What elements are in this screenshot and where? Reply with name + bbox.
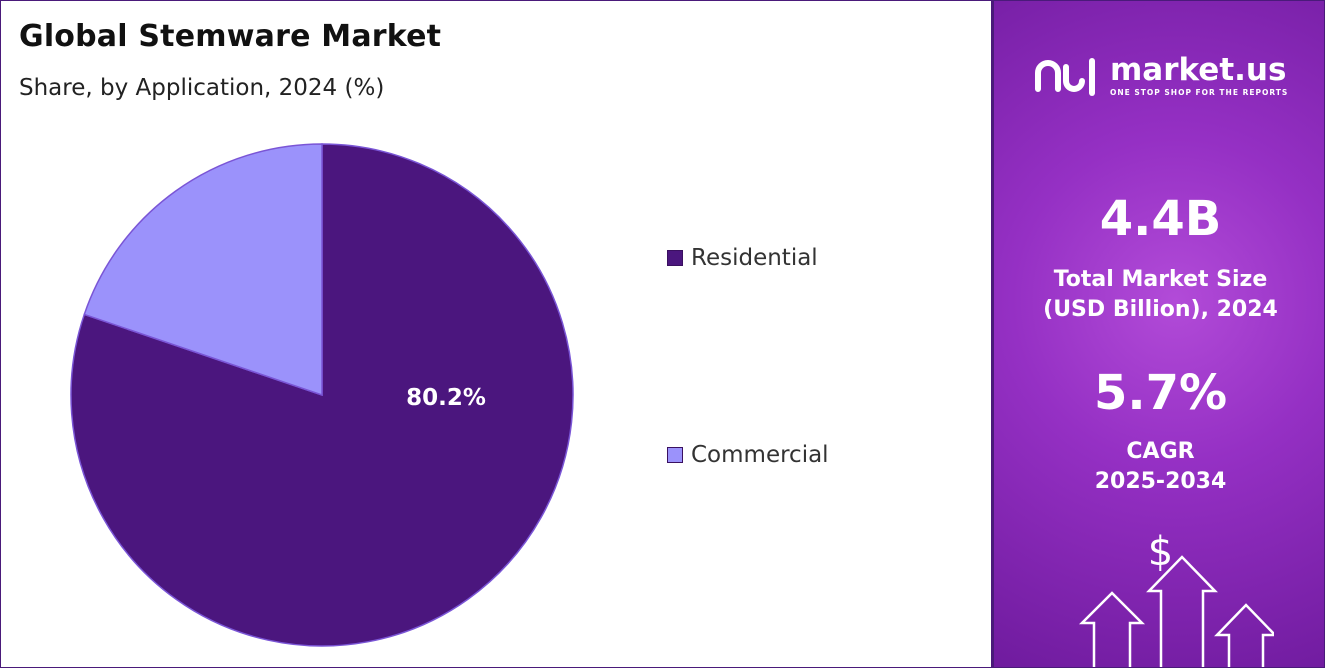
brand-name: market.us — [1110, 51, 1287, 88]
legend-swatch-residential — [667, 250, 683, 266]
cagr-value: 5.7% — [1093, 365, 1228, 421]
chart-title: Global Stemware Market — [19, 19, 442, 54]
brand-tagline: ONE STOP SHOP FOR THE REPORTS — [1110, 87, 1289, 97]
pie-label-residential: 80.2% — [406, 385, 486, 411]
market-size-value: 4.4B — [1099, 191, 1222, 247]
growth-arrows-icon — [1078, 555, 1274, 667]
market-size-label-line2: (USD Billion), 2024 — [1043, 297, 1278, 322]
legend-swatch-commercial — [667, 447, 683, 463]
chart-panel: Global Stemware Market Share, by Applica… — [1, 1, 991, 667]
cagr-label: CAGR — [1126, 439, 1195, 464]
chart-subtitle: Share, by Application, 2024 (%) — [19, 75, 385, 101]
legend-item-commercial: Commercial — [667, 442, 829, 468]
legend-item-residential: Residential — [667, 245, 818, 271]
market-size-label-line1: Total Market Size — [1053, 267, 1268, 292]
legend-label-commercial: Commercial — [691, 442, 829, 468]
pie-chart: 80.2% — [70, 143, 574, 647]
summary-sidebar: market.us ONE STOP SHOP FOR THE REPORTS … — [991, 1, 1324, 667]
brand-logo: market.us ONE STOP SHOP FOR THE REPORTS — [1034, 53, 1288, 97]
dollar-sign-icon: $ — [1147, 529, 1174, 575]
cagr-period: 2025-2034 — [1094, 469, 1227, 494]
pie-slice-commercial — [83, 143, 323, 397]
legend-label-residential: Residential — [691, 245, 818, 271]
market-us-logo-icon — [1035, 58, 1095, 96]
